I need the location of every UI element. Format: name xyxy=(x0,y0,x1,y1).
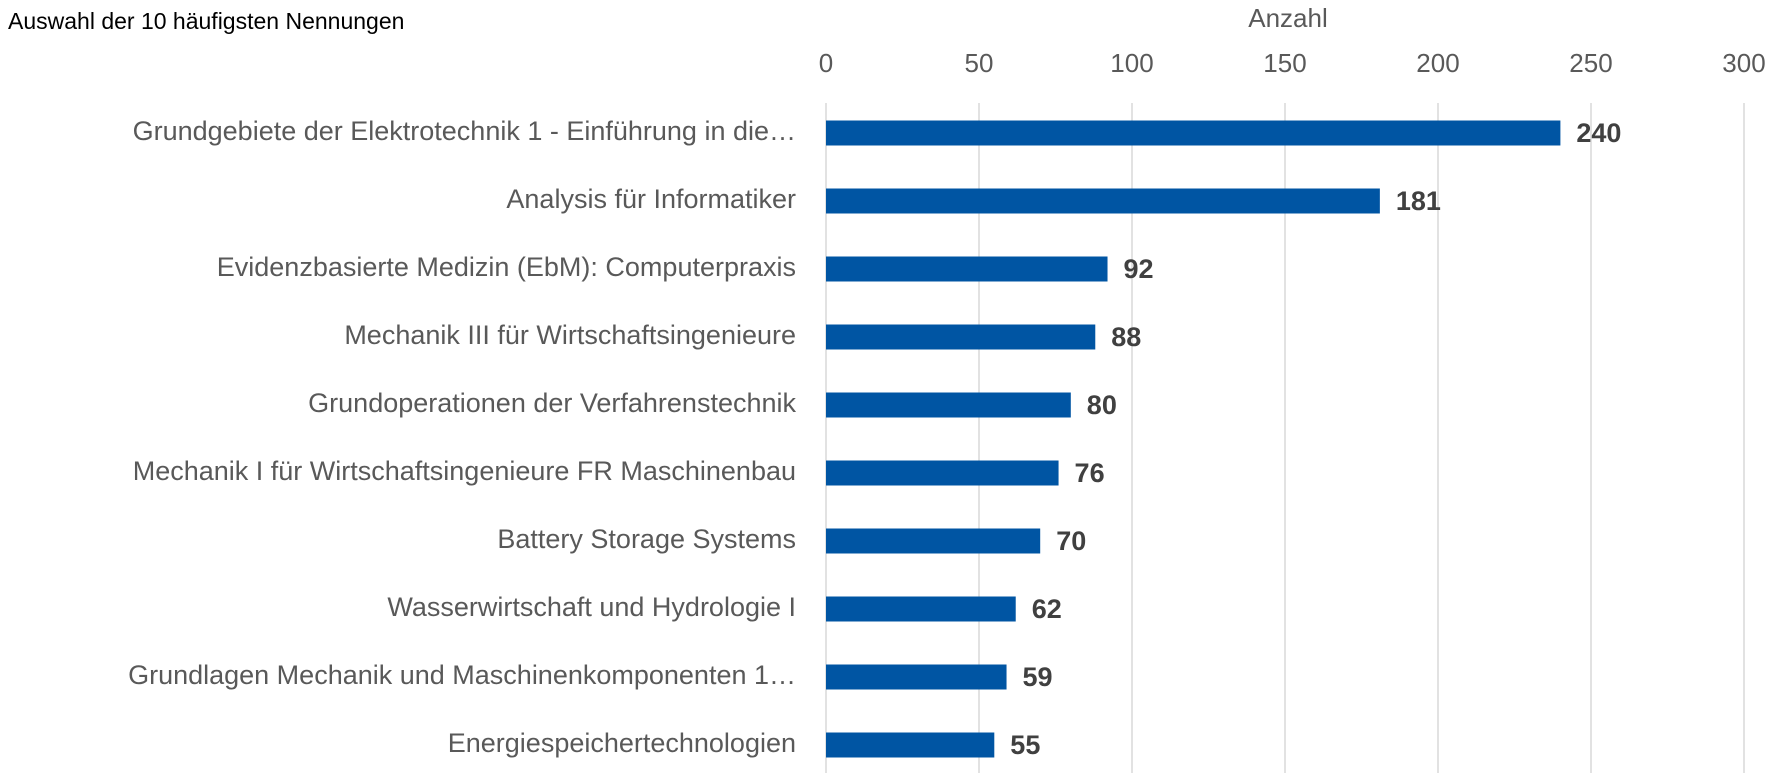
y-tick-label: Battery Storage Systems xyxy=(497,524,796,554)
bar xyxy=(826,732,995,758)
bar xyxy=(826,460,1059,486)
bar xyxy=(826,256,1108,282)
x-tick-label: 50 xyxy=(965,48,994,78)
x-tick-label: 300 xyxy=(1722,48,1765,78)
bar xyxy=(826,188,1380,214)
y-tick-label: Evidenzbasierte Medizin (EbM): Computerp… xyxy=(217,252,796,282)
y-tick-label: Mechanik I für Wirtschaftsingenieure FR … xyxy=(133,456,796,486)
data-label: 88 xyxy=(1111,322,1141,352)
data-label: 80 xyxy=(1087,390,1117,420)
x-tick-label: 250 xyxy=(1569,48,1612,78)
data-label: 59 xyxy=(1023,662,1053,692)
y-tick-label: Energiespeichertechnologien xyxy=(448,728,796,758)
data-label: 55 xyxy=(1010,730,1040,760)
bar xyxy=(826,392,1071,418)
bar xyxy=(826,664,1007,690)
bar xyxy=(826,120,1561,146)
y-tick-label: Mechanik III für Wirtschaftsingenieure xyxy=(344,320,796,350)
x-tick-label: 100 xyxy=(1110,48,1153,78)
data-label: 76 xyxy=(1075,458,1105,488)
x-tick-label: 150 xyxy=(1263,48,1306,78)
bar xyxy=(826,528,1041,554)
data-label: 70 xyxy=(1056,526,1086,556)
y-tick-label: Analysis für Informatiker xyxy=(506,184,796,214)
y-tick-label: Grundlagen Mechanik und Maschinenkompone… xyxy=(128,660,796,690)
data-label: 62 xyxy=(1032,594,1062,624)
x-tick-label: 0 xyxy=(819,48,833,78)
data-label: 240 xyxy=(1576,118,1621,148)
bar xyxy=(826,324,1096,350)
y-tick-label: Grundoperationen der Verfahrenstechnik xyxy=(308,388,796,418)
y-tick-label: Grundgebiete der Elektrotechnik 1 - Einf… xyxy=(133,116,796,146)
data-label: 92 xyxy=(1124,254,1154,284)
x-tick-label: 200 xyxy=(1416,48,1459,78)
y-tick-label: Wasserwirtschaft und Hydrologie I xyxy=(387,592,796,622)
bar xyxy=(826,596,1016,622)
data-label: 181 xyxy=(1396,186,1441,216)
axis-title: Anzahl xyxy=(1248,3,1328,33)
chart-title: Auswahl der 10 häufigsten Nennungen xyxy=(8,8,404,34)
